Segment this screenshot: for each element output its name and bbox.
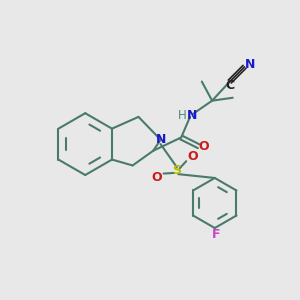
Text: F: F <box>212 228 221 241</box>
Text: N: N <box>155 133 166 146</box>
Text: H: H <box>177 109 186 122</box>
Text: S: S <box>172 164 181 177</box>
Text: C: C <box>225 79 234 92</box>
Text: N: N <box>244 58 255 71</box>
Text: N: N <box>187 109 198 122</box>
Text: O: O <box>188 150 198 163</box>
Text: O: O <box>199 140 209 153</box>
Text: O: O <box>152 172 162 184</box>
